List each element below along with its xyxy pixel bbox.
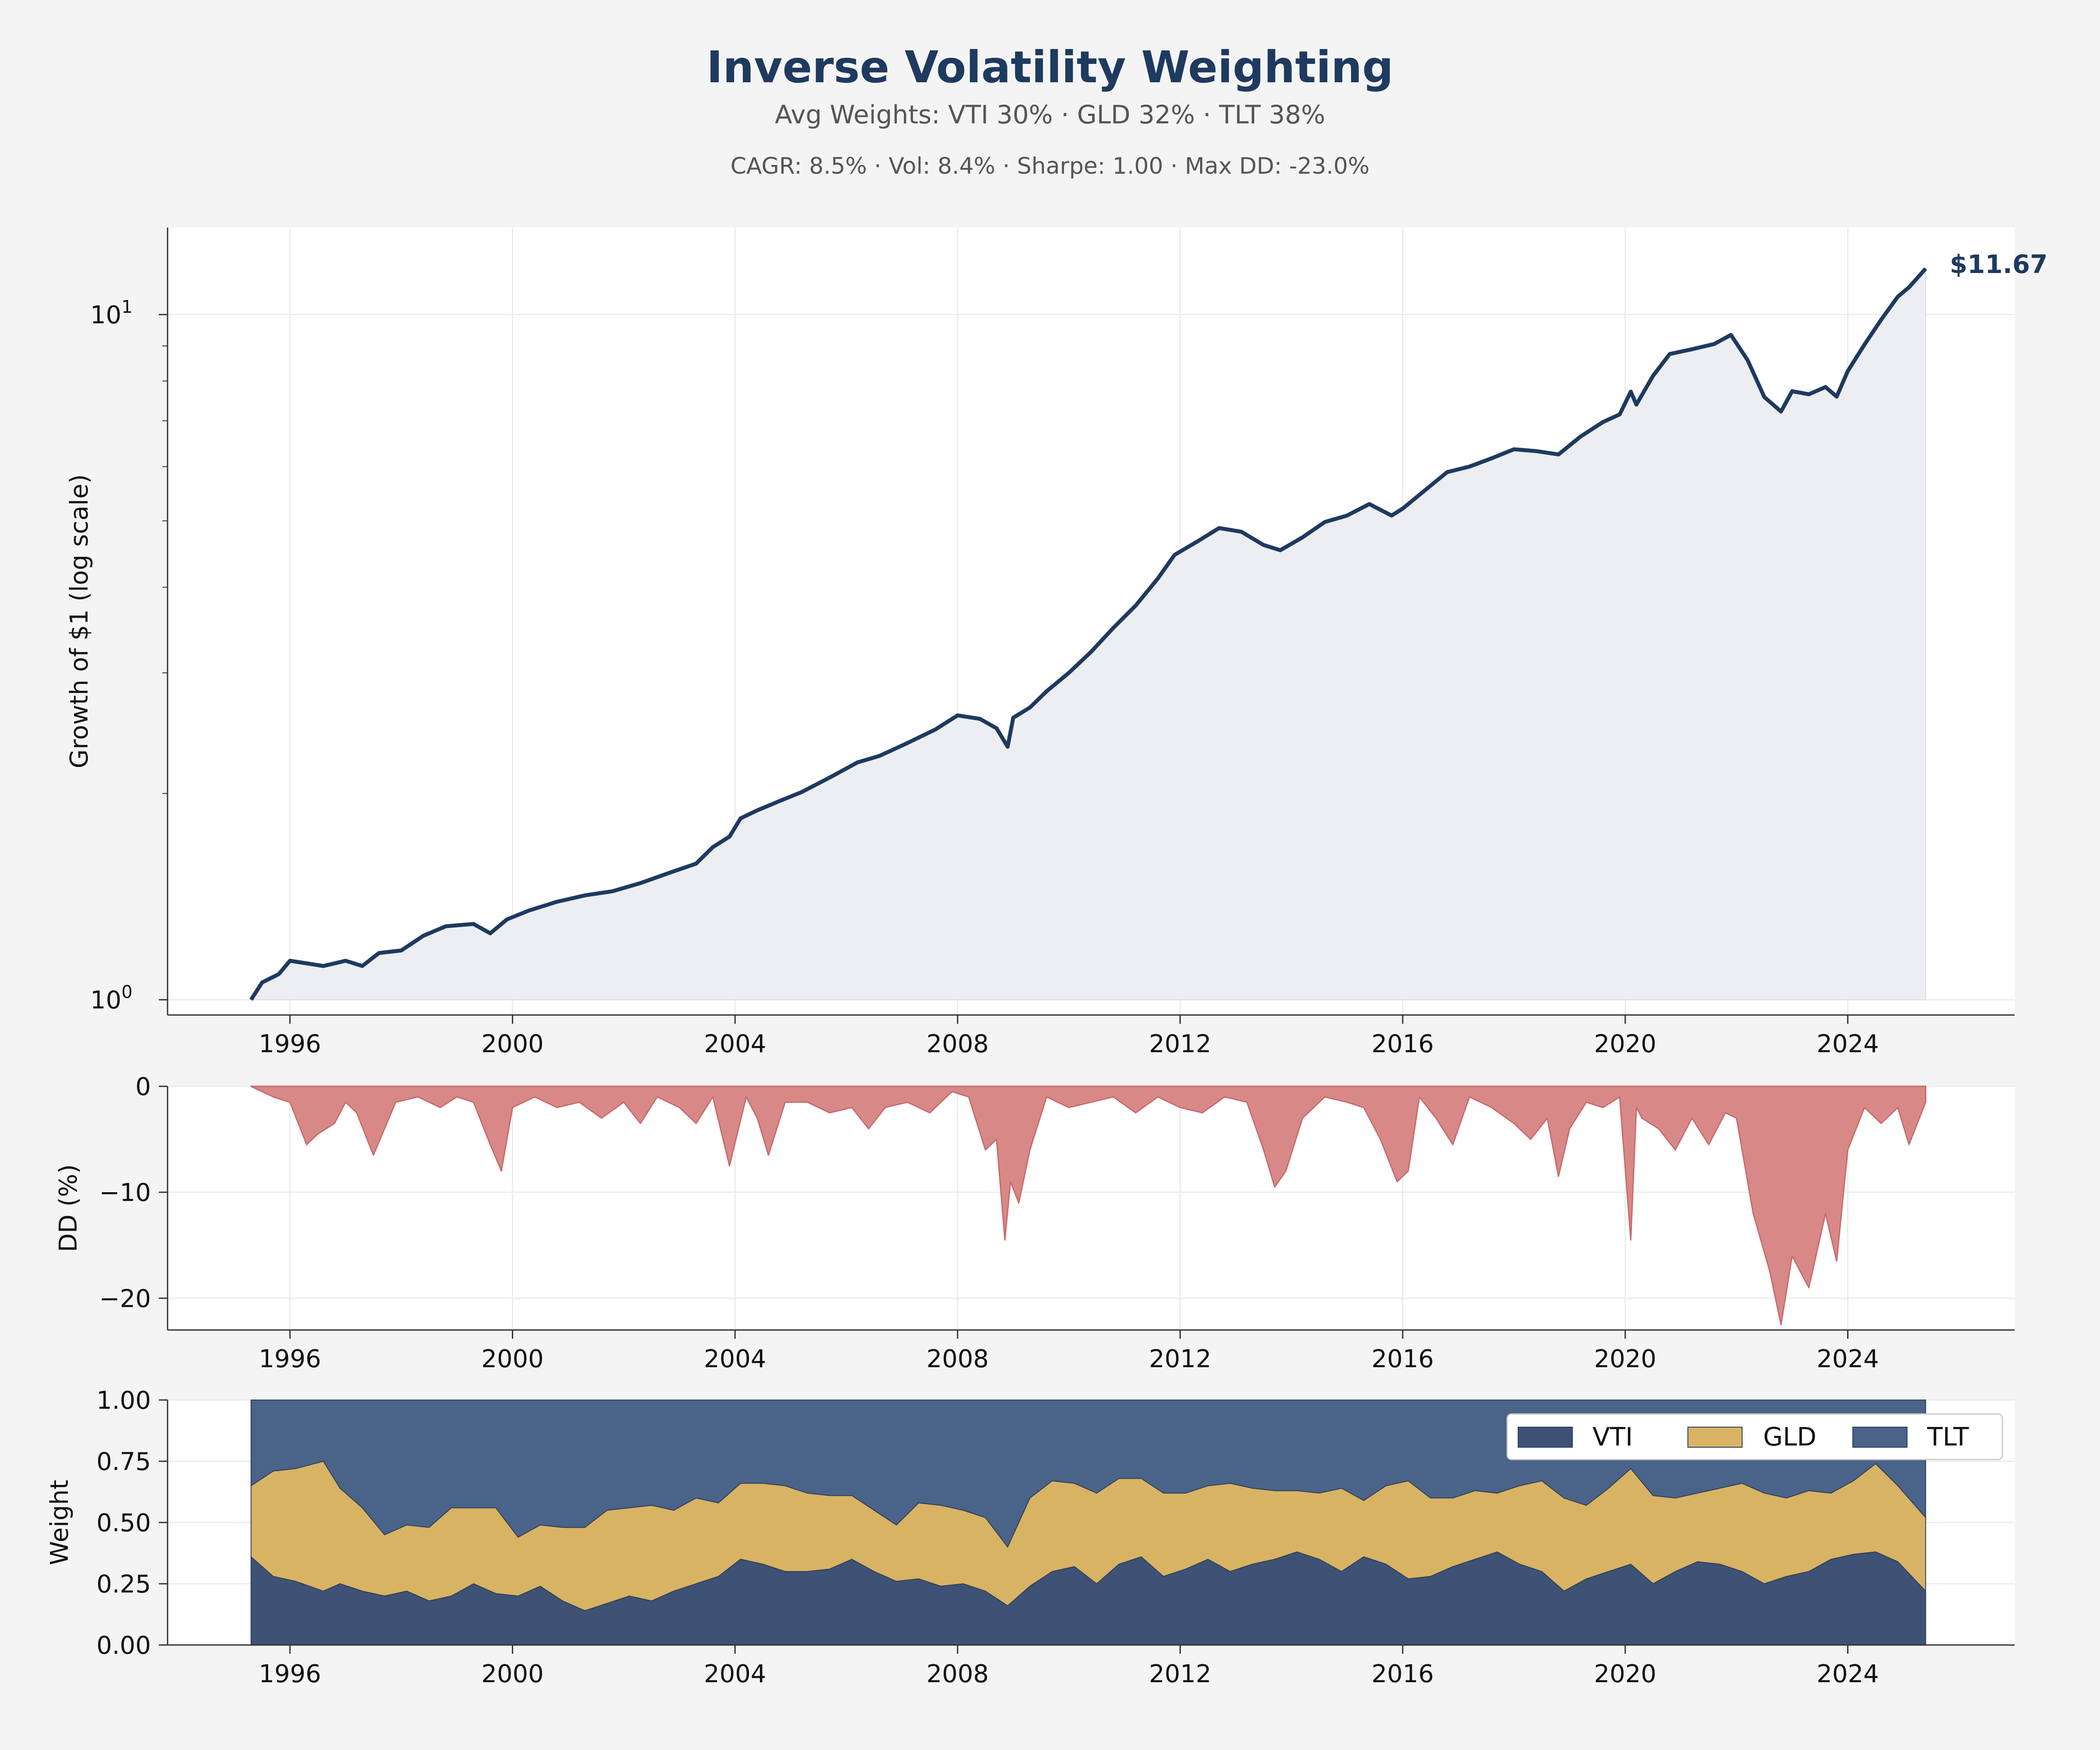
weights-x-tick-label: 1996 — [259, 1660, 322, 1688]
growth-y-axis-label: Growth of $1 (log scale) — [65, 474, 94, 769]
drawdown-x-tick-label: 2016 — [1372, 1345, 1434, 1373]
weights-x-tick-label: 2024 — [1816, 1660, 1879, 1688]
weights-y-tick-label: 0.25 — [96, 1570, 151, 1599]
drawdown-x-tick-label: 2000 — [481, 1345, 544, 1373]
legend-swatch-gld — [1687, 1427, 1743, 1448]
growth-y-tick-exponent: 0 — [122, 982, 133, 1002]
growth-x-tick-label: 2008 — [927, 1030, 989, 1058]
growth-x-tick-label: 2012 — [1149, 1030, 1211, 1058]
weights-legend: VTI GLD TLT — [1506, 1413, 2003, 1460]
growth-x-tick-label: 2024 — [1816, 1030, 1879, 1058]
drawdown-y-tick-label: −10 — [99, 1179, 151, 1207]
weights-x-tick-label: 2000 — [481, 1660, 544, 1688]
drawdown-y-axis-label: DD (%) — [54, 1164, 83, 1252]
drawdown-x-tick-label: 2004 — [704, 1345, 766, 1373]
legend-label-tlt: TLT — [1927, 1422, 1969, 1452]
chart-title: Inverse Volatility Weighting — [706, 42, 1394, 93]
drawdown-x-tick-label: 1996 — [259, 1345, 322, 1373]
drawdown-y-tick-label: −20 — [99, 1284, 151, 1313]
growth-x-tick-label: 2000 — [481, 1030, 544, 1058]
growth-y-tick-label: 100 — [90, 982, 133, 1015]
weights-y-tick-label: 0.50 — [96, 1509, 151, 1537]
drawdown-x-tick-label: 2024 — [1816, 1345, 1879, 1373]
weights-y-tick-label: 0.75 — [96, 1448, 151, 1476]
weights-x-tick-label: 2020 — [1594, 1660, 1657, 1688]
drawdown-x-tick-label: 2020 — [1594, 1345, 1657, 1373]
drawdown-y-tick-label: 0 — [135, 1073, 151, 1101]
end-value-label: $11.67 — [1950, 249, 2048, 279]
weights-x-tick-label: 2012 — [1149, 1660, 1211, 1688]
weights-x-tick-label: 2008 — [927, 1660, 989, 1688]
growth-x-tick-label: 2020 — [1594, 1030, 1657, 1058]
drawdown-area — [250, 1085, 1927, 1326]
legend-box — [1506, 1413, 2003, 1460]
legend-swatch-tlt — [1852, 1427, 1908, 1448]
growth-series-line — [249, 267, 1927, 1001]
drawdown-x-tick-label: 2008 — [927, 1345, 989, 1373]
weights-y-tick-label: 1.00 — [96, 1386, 151, 1415]
legend-swatch-vti — [1518, 1427, 1573, 1448]
drawdown-x-tick-label: 2012 — [1149, 1345, 1211, 1373]
legend-label-vti: VTI — [1592, 1422, 1633, 1452]
growth-y-tick-label: 101 — [90, 297, 133, 329]
growth-y-tick-base: 10 — [90, 986, 121, 1015]
weights-y-tick-label: 0.00 — [96, 1631, 151, 1660]
growth-x-tick-label: 1996 — [259, 1030, 322, 1058]
growth-x-tick-label: 2016 — [1372, 1030, 1434, 1058]
stats-line: CAGR: 8.5% · Vol: 8.4% · Sharpe: 1.00 · … — [730, 153, 1370, 179]
growth-y-tick-exponent: 1 — [122, 297, 133, 317]
weights-y-axis-label: Weight — [46, 1480, 74, 1565]
growth-y-tick-base: 10 — [90, 301, 121, 329]
weights-x-tick-label: 2004 — [704, 1660, 766, 1688]
growth-x-tick-label: 2004 — [704, 1030, 766, 1058]
weights-x-tick-label: 2016 — [1372, 1660, 1434, 1688]
chart-subtitle: Avg Weights: VTI 30% · GLD 32% · TLT 38% — [774, 100, 1326, 130]
legend-label-gld: GLD — [1763, 1422, 1816, 1452]
